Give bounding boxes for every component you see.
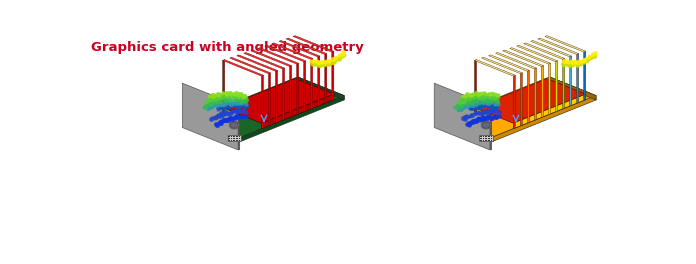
Polygon shape (482, 122, 490, 128)
Polygon shape (521, 73, 523, 126)
Polygon shape (310, 58, 313, 109)
Polygon shape (230, 57, 271, 74)
Polygon shape (236, 136, 238, 137)
Polygon shape (475, 60, 477, 113)
Polygon shape (562, 58, 564, 109)
Polygon shape (480, 135, 493, 142)
Polygon shape (223, 60, 264, 76)
Polygon shape (262, 75, 264, 129)
Polygon shape (228, 135, 241, 142)
Polygon shape (230, 122, 238, 128)
Polygon shape (258, 48, 299, 64)
Polygon shape (251, 50, 292, 67)
Polygon shape (541, 66, 544, 117)
Polygon shape (482, 140, 484, 141)
Polygon shape (286, 38, 327, 54)
Polygon shape (236, 138, 238, 139)
Polygon shape (475, 60, 515, 76)
Polygon shape (233, 140, 235, 141)
Polygon shape (538, 38, 578, 54)
Polygon shape (481, 121, 491, 129)
Polygon shape (482, 138, 484, 139)
Polygon shape (303, 61, 306, 112)
Polygon shape (436, 77, 596, 141)
Polygon shape (480, 140, 482, 141)
Polygon shape (513, 94, 586, 129)
Polygon shape (293, 36, 334, 52)
Polygon shape (230, 138, 232, 139)
Polygon shape (317, 56, 319, 106)
Polygon shape (475, 79, 586, 123)
Polygon shape (482, 136, 484, 137)
Text: Graphics card with angled geometry: Graphics card with angled geometry (91, 41, 363, 54)
Polygon shape (269, 73, 271, 126)
Polygon shape (488, 138, 489, 139)
Polygon shape (296, 63, 299, 115)
Polygon shape (491, 138, 492, 139)
Polygon shape (182, 83, 238, 150)
Polygon shape (230, 140, 232, 141)
Polygon shape (298, 77, 345, 100)
Polygon shape (239, 140, 240, 141)
Polygon shape (555, 61, 557, 112)
Polygon shape (489, 55, 530, 71)
Polygon shape (229, 121, 239, 129)
Polygon shape (548, 63, 551, 115)
Polygon shape (228, 136, 230, 137)
Polygon shape (524, 43, 564, 59)
Polygon shape (584, 51, 586, 101)
Polygon shape (482, 57, 523, 74)
Polygon shape (545, 36, 586, 52)
Polygon shape (244, 53, 285, 69)
Polygon shape (239, 136, 240, 137)
Polygon shape (184, 77, 345, 141)
Polygon shape (283, 68, 285, 120)
Polygon shape (279, 40, 319, 57)
Polygon shape (233, 136, 235, 137)
Polygon shape (491, 140, 492, 141)
Polygon shape (233, 138, 235, 139)
Polygon shape (276, 70, 278, 123)
Polygon shape (237, 55, 278, 71)
Polygon shape (228, 140, 230, 141)
Polygon shape (576, 54, 578, 103)
Polygon shape (488, 136, 489, 137)
Polygon shape (490, 105, 491, 150)
Polygon shape (569, 56, 571, 106)
Polygon shape (485, 140, 487, 141)
Polygon shape (230, 136, 232, 137)
Polygon shape (550, 77, 596, 100)
Polygon shape (496, 53, 537, 69)
Polygon shape (236, 140, 238, 141)
Polygon shape (272, 43, 313, 59)
Polygon shape (239, 138, 240, 139)
Polygon shape (528, 70, 530, 123)
Polygon shape (485, 136, 487, 137)
Polygon shape (265, 45, 306, 62)
Polygon shape (503, 50, 544, 67)
Polygon shape (516, 45, 557, 62)
Polygon shape (325, 54, 327, 103)
Polygon shape (434, 83, 490, 150)
Polygon shape (223, 79, 334, 123)
Polygon shape (531, 40, 571, 57)
Polygon shape (332, 51, 334, 101)
Polygon shape (223, 60, 225, 113)
Polygon shape (230, 96, 345, 146)
Polygon shape (488, 140, 489, 141)
Polygon shape (262, 94, 334, 129)
Polygon shape (480, 138, 482, 139)
Polygon shape (238, 105, 239, 150)
Polygon shape (228, 138, 230, 139)
Polygon shape (482, 96, 596, 146)
Polygon shape (290, 66, 292, 117)
Polygon shape (485, 138, 487, 139)
Polygon shape (480, 136, 482, 137)
Polygon shape (535, 68, 537, 120)
Polygon shape (509, 48, 551, 64)
Polygon shape (491, 136, 492, 137)
Polygon shape (513, 75, 515, 129)
